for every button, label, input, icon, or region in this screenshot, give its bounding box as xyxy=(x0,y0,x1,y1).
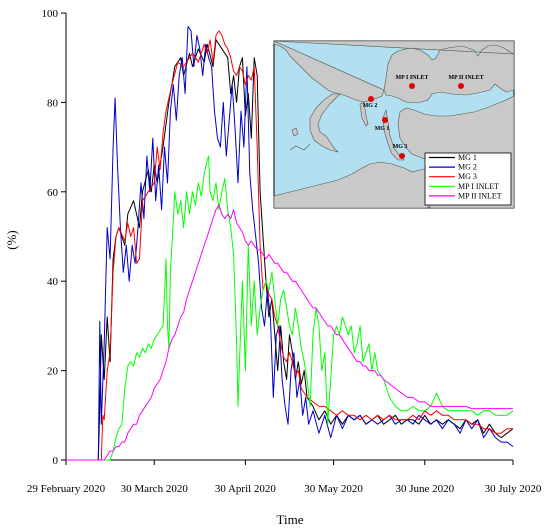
y-tick-label: 100 xyxy=(42,8,59,20)
land-top xyxy=(273,40,515,104)
station-marker xyxy=(458,83,464,89)
y-tick-label: 80 xyxy=(47,97,59,109)
station-marker xyxy=(382,117,388,123)
x-tick-label: 30 March 2020 xyxy=(121,483,189,495)
station-mg1: MG 1 xyxy=(375,117,390,132)
legend-label: MG 3 xyxy=(458,172,477,181)
station-marker xyxy=(368,96,374,102)
series-line-mp-ii-inlet xyxy=(66,204,513,461)
station-label: MG 2 xyxy=(363,103,378,109)
station-marker xyxy=(399,153,405,159)
station-mg2: MG 2 xyxy=(363,96,378,109)
x-tick-label: 30 July 2020 xyxy=(485,483,542,495)
y-axis-ticks: 0 20 40 60 80 100 xyxy=(42,8,66,467)
x-tick-label: 30 June 2020 xyxy=(395,483,454,495)
y-tick-label: 0 xyxy=(53,455,59,467)
x-tick-label: 29 February 2020 xyxy=(27,483,106,495)
station-label: MG 1 xyxy=(375,126,390,132)
series-line-mp-i-inlet xyxy=(66,155,514,461)
land-inner-shore xyxy=(289,143,311,151)
land-bottom xyxy=(273,161,429,209)
y-tick-label: 40 xyxy=(47,276,59,288)
y-axis-title: (%) xyxy=(4,230,19,250)
x-axis-title: Time xyxy=(277,512,304,527)
legend-label: MP I INLET xyxy=(458,182,499,191)
station-mp1-inlet: MP I INLET xyxy=(395,75,429,89)
station-mp2-inlet: MP II INLET xyxy=(448,75,484,89)
station-marker xyxy=(409,83,415,89)
x-axis-ticks: 29 February 2020 30 March 2020 30 April 20… xyxy=(27,460,542,495)
station-label: MG 3 xyxy=(393,144,408,150)
land-pier xyxy=(359,101,369,127)
land-left-coast xyxy=(309,93,341,153)
station-mg3: MG 3 xyxy=(393,144,408,159)
legend-label: MG 2 xyxy=(458,163,477,172)
inset-map: MP I INLET MP II INLET MG 2 MG 1 MG 3 MG… xyxy=(273,40,515,209)
land-spit xyxy=(382,108,405,161)
station-label: MP I INLET xyxy=(395,75,428,81)
x-tick-label: 30 April 2020 xyxy=(215,483,277,495)
legend-label: MG 1 xyxy=(458,153,477,162)
series-layer xyxy=(66,25,514,461)
y-tick-label: 20 xyxy=(47,366,59,378)
land-islet xyxy=(291,127,299,137)
station-label: MP II INLET xyxy=(448,75,483,81)
y-tick-label: 60 xyxy=(47,187,59,199)
legend-label: MP II INLET xyxy=(458,191,502,200)
x-tick-label: 30 May 2020 xyxy=(304,483,363,495)
plot-frame xyxy=(65,13,513,461)
